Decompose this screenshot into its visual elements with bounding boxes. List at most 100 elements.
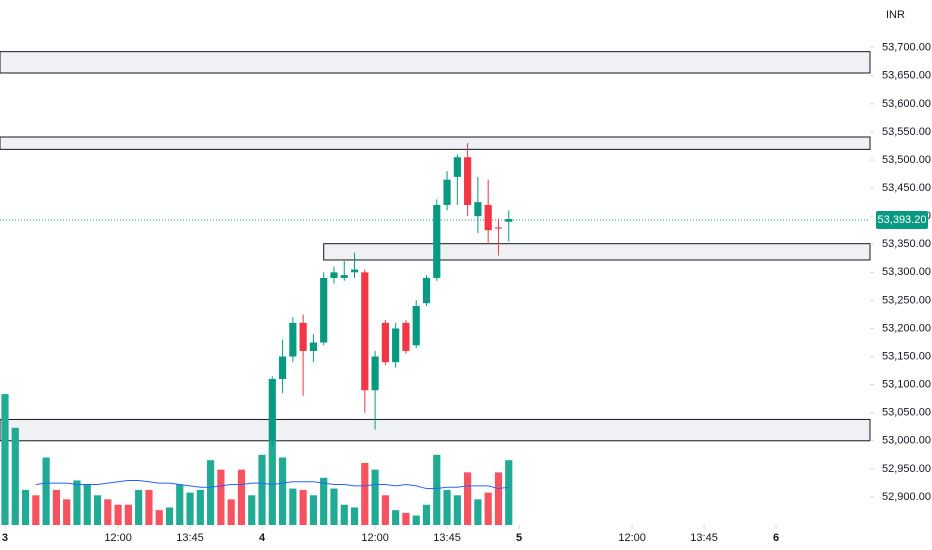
candle-body	[402, 322, 410, 351]
y-tick-label: 53,050.00	[882, 407, 931, 419]
candle-body	[289, 322, 297, 357]
candle-body	[505, 218, 513, 222]
volume-bar	[330, 488, 338, 525]
volume-bar	[1, 394, 9, 525]
volume-bar	[248, 495, 256, 525]
volume-bar	[165, 507, 174, 525]
y-tick-label: 53,200.00	[882, 322, 931, 334]
candle-body	[381, 322, 389, 363]
volume-bar	[145, 489, 153, 525]
volume-bar	[155, 510, 163, 525]
last-price-label: 53,393.20	[878, 214, 927, 226]
volume-bar	[453, 495, 461, 525]
volume-bar	[402, 512, 410, 525]
volume-bar	[371, 469, 379, 525]
volume-bar	[124, 504, 132, 525]
volume-bar	[63, 499, 71, 525]
y-tick-label: 53,100.00	[882, 379, 931, 391]
y-tick-label: 53,450.00	[882, 182, 931, 194]
candle-body	[474, 202, 482, 217]
volume-bar	[217, 469, 225, 525]
x-tick-label: 4	[259, 532, 266, 544]
x-tick-label: 13:45	[433, 532, 461, 544]
candle-body	[443, 179, 451, 205]
volume-bar	[93, 495, 102, 525]
y-tick-label: 52,950.00	[882, 463, 931, 475]
y-tick-label: 53,000.00	[882, 435, 931, 447]
y-tick-label: 53,650.00	[882, 70, 931, 82]
candle-body	[330, 272, 338, 278]
y-tick-label: 53,150.00	[882, 350, 931, 362]
volume-bar	[32, 495, 40, 525]
volume-bar	[176, 484, 184, 525]
currency-label: INR	[886, 9, 905, 21]
volume-bar	[42, 457, 50, 525]
volume-bar	[114, 504, 122, 525]
candle-body	[320, 277, 328, 343]
volume-bar	[52, 489, 60, 525]
volume-bar	[73, 480, 81, 525]
zone	[0, 418, 871, 442]
volume-bar	[381, 495, 389, 525]
candle-body	[484, 204, 492, 231]
volume-bar	[237, 469, 246, 525]
x-tick-label: 12:00	[618, 532, 646, 544]
x-tick-label: 5	[516, 532, 522, 544]
volume-bar	[412, 515, 420, 525]
x-tick-label: 6	[773, 532, 779, 544]
volume-bar	[350, 507, 359, 525]
volume-bar	[392, 510, 400, 525]
candle-body	[350, 269, 359, 273]
volume-bar	[484, 492, 492, 525]
y-tick-label: 52,900.00	[882, 491, 931, 503]
y-tick-label: 53,600.00	[882, 98, 931, 110]
last-price-box	[876, 210, 928, 229]
candle-body	[340, 275, 348, 278]
volume-bar	[278, 457, 287, 525]
zone	[0, 51, 871, 74]
zone	[323, 243, 871, 261]
volume-bar	[258, 454, 266, 525]
volume-bar	[289, 488, 297, 525]
volume-bar	[464, 472, 472, 525]
y-tick-label: 53,300.00	[882, 266, 931, 278]
volume-bar	[21, 489, 30, 525]
volume-bar	[299, 489, 307, 525]
volume-bar	[186, 492, 194, 525]
volume-ma-line	[35, 479, 509, 490]
candle-body	[392, 328, 400, 363]
volume-bar	[320, 477, 328, 525]
candle-body	[299, 322, 307, 351]
candle-body	[309, 342, 318, 351]
volume-bar	[268, 439, 276, 525]
y-tick-label: 53,500.00	[882, 154, 931, 166]
candle-body	[433, 204, 441, 278]
zone	[0, 136, 871, 150]
y-tick-label: 53,550.00	[882, 126, 931, 138]
y-tick-label: 53,700.00	[882, 42, 931, 54]
y-tick-label: 53,350.00	[882, 238, 931, 250]
x-tick-label: 3	[2, 532, 8, 544]
x-tick-label: 13:45	[176, 532, 204, 544]
volume-bar	[196, 489, 204, 525]
y-tick-label: 53,250.00	[882, 294, 931, 306]
volume-bar	[494, 472, 503, 525]
candle-body	[412, 306, 420, 346]
candle-body	[361, 272, 369, 391]
volume-bar	[104, 499, 112, 525]
candle-body	[494, 227, 503, 229]
candle-body	[278, 356, 287, 380]
volume-bar	[505, 460, 513, 525]
volume-bar	[207, 460, 215, 525]
candle-body	[422, 277, 431, 304]
x-tick-label: 12:00	[104, 532, 132, 544]
volume-bar	[309, 495, 318, 525]
volume-bar	[11, 427, 19, 525]
volume-bar	[340, 504, 348, 525]
volume-bar	[83, 484, 91, 525]
volume-bar	[227, 499, 235, 525]
volume-bar	[433, 454, 441, 525]
volume-bar	[135, 489, 143, 525]
